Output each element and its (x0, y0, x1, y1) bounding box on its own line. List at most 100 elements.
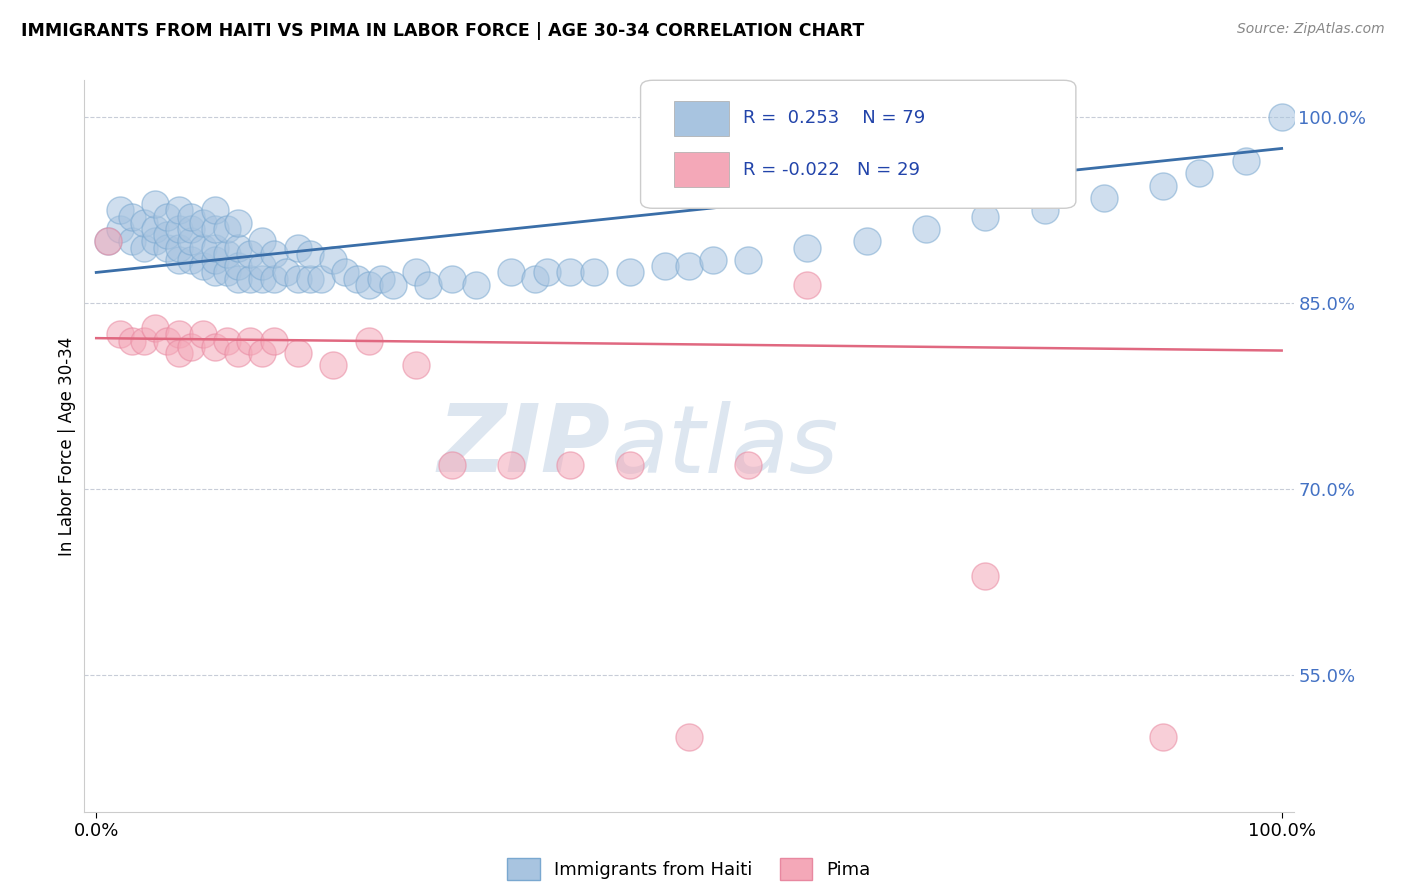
Point (97, 235, 120, 249)
Point (1033, 203, 1056, 218)
Point (1152, 178, 1174, 193)
Point (405, 265, 427, 279)
Point (678, 731, 700, 745)
Point (322, 253, 344, 268)
Point (405, 359, 427, 373)
Point (204, 222, 226, 236)
Point (228, 241, 250, 255)
Point (239, 334, 262, 348)
Point (156, 334, 179, 348)
Point (357, 277, 380, 292)
Point (204, 253, 226, 268)
Point (619, 265, 641, 279)
Point (132, 216, 155, 230)
Point (287, 271, 309, 285)
Point (678, 259, 700, 273)
Point (298, 271, 321, 285)
Point (108, 222, 131, 236)
Point (191, 327, 214, 342)
Point (228, 346, 250, 360)
Point (440, 271, 463, 285)
Point (370, 271, 392, 285)
Y-axis label: In Labor Force | Age 30-34: In Labor Force | Age 30-34 (58, 336, 76, 556)
Point (215, 334, 238, 348)
Point (204, 203, 226, 218)
Point (274, 265, 297, 279)
Point (167, 327, 190, 342)
Legend: Immigrants from Haiti, Pima: Immigrants from Haiti, Pima (501, 850, 877, 887)
Point (156, 210, 179, 224)
Point (855, 235, 877, 249)
Point (167, 253, 190, 268)
Point (145, 235, 167, 249)
Point (619, 458, 641, 472)
Point (250, 271, 273, 285)
Point (560, 265, 582, 279)
Text: R = -0.022   N = 29: R = -0.022 N = 29 (744, 161, 921, 178)
Point (346, 271, 368, 285)
Point (263, 334, 285, 348)
Text: atlas: atlas (610, 401, 838, 491)
Point (204, 265, 226, 279)
Point (263, 271, 285, 285)
Point (583, 265, 606, 279)
FancyBboxPatch shape (641, 80, 1076, 209)
Point (204, 340, 226, 354)
Point (1234, 153, 1257, 168)
Point (287, 346, 309, 360)
Point (204, 241, 226, 255)
Point (737, 458, 759, 472)
Point (1092, 191, 1115, 205)
Point (228, 216, 250, 230)
Point (121, 210, 143, 224)
Point (215, 265, 238, 279)
Point (974, 210, 997, 224)
Point (1188, 166, 1211, 180)
Point (97, 235, 120, 249)
Point (180, 340, 202, 354)
Point (167, 203, 190, 218)
Point (333, 265, 356, 279)
Point (560, 458, 582, 472)
Point (915, 222, 938, 236)
Point (501, 458, 523, 472)
Point (215, 222, 238, 236)
Point (654, 259, 676, 273)
Point (974, 569, 997, 583)
Point (250, 235, 273, 249)
Point (322, 359, 344, 373)
Point (191, 259, 214, 273)
Point (381, 277, 404, 292)
Point (191, 241, 214, 255)
Point (250, 259, 273, 273)
Point (108, 203, 131, 218)
Point (702, 253, 724, 268)
Point (796, 241, 818, 255)
Point (1271, 111, 1294, 125)
Point (167, 346, 190, 360)
Point (501, 265, 523, 279)
Point (311, 271, 333, 285)
Point (180, 235, 202, 249)
Point (239, 271, 262, 285)
Point (156, 228, 179, 243)
FancyBboxPatch shape (675, 152, 728, 187)
Point (132, 241, 155, 255)
Text: IMMIGRANTS FROM HAITI VS PIMA IN LABOR FORCE | AGE 30-34 CORRELATION CHART: IMMIGRANTS FROM HAITI VS PIMA IN LABOR F… (21, 22, 865, 40)
Point (145, 321, 167, 335)
Point (464, 277, 486, 292)
Point (418, 277, 440, 292)
Point (145, 197, 167, 211)
Point (440, 458, 463, 472)
Point (121, 235, 143, 249)
Point (737, 253, 759, 268)
Point (167, 241, 190, 255)
Point (191, 216, 214, 230)
Text: ZIP: ZIP (437, 400, 610, 492)
Point (180, 210, 202, 224)
Point (239, 247, 262, 261)
Point (357, 334, 380, 348)
Point (263, 247, 285, 261)
Point (108, 327, 131, 342)
Point (215, 247, 238, 261)
